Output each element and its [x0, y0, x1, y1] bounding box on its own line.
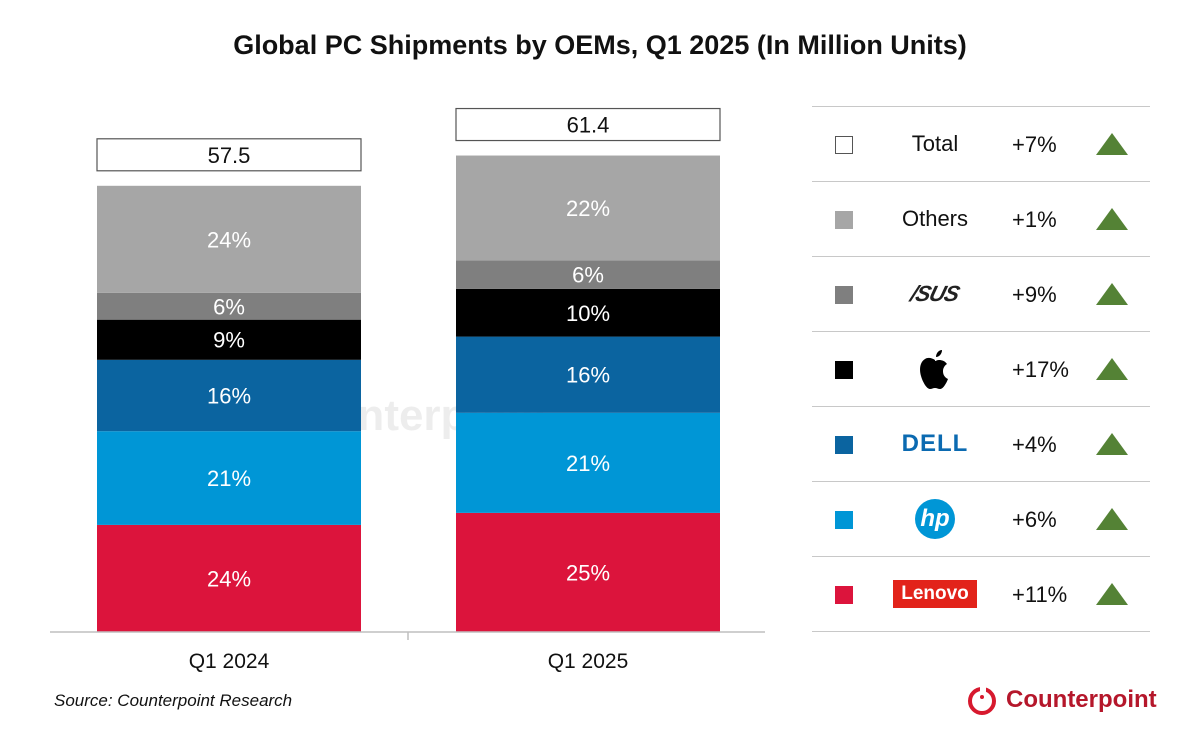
segment-label: 6%: [213, 294, 245, 319]
apple-logo-icon: [875, 332, 995, 406]
legend: Total +7% Others +1% /SUS +9% +17%: [812, 106, 1150, 632]
total-label: 57.5: [208, 143, 251, 168]
up-triangle-icon: [1096, 433, 1128, 455]
segment-label: 21%: [207, 466, 251, 491]
segment-label: 10%: [566, 301, 610, 326]
chart-title: Global PC Shipments by OEMs, Q1 2025 (In…: [233, 30, 967, 60]
total-label: 61.4: [567, 113, 610, 138]
total-box: [96, 138, 362, 172]
bar-segment-dell: [456, 336, 720, 413]
up-triangle-icon: [1096, 508, 1128, 530]
up-triangle-icon: [1096, 583, 1128, 605]
legend-swatch: [835, 286, 853, 304]
legend-row-total: Total +7%: [812, 106, 1150, 181]
bar-segment-asus: [97, 292, 361, 320]
asus-logo: /SUS: [908, 281, 963, 306]
segment-label: 24%: [207, 227, 251, 252]
dell-logo: DELL: [901, 430, 969, 457]
legend-row-others: Others +1%: [812, 181, 1150, 256]
growth-value: +1%: [1012, 207, 1057, 232]
legend-swatch: [835, 436, 853, 454]
legend-row-dell: DELL +4%: [812, 406, 1150, 481]
bar-segment-lenovo: [97, 524, 361, 632]
bar-segment-others: [456, 155, 720, 261]
growth-value: +9%: [1012, 282, 1057, 307]
counterpoint-logo: Counterpoint: [966, 684, 1157, 716]
legend-row-hp: hp +6%: [812, 481, 1150, 556]
legend-row-apple: +17%: [812, 331, 1150, 406]
up-triangle-icon: [1096, 133, 1128, 155]
bar-segment-hp: [97, 431, 361, 525]
bar-segment-lenovo: [456, 512, 720, 632]
bar-segment-dell: [97, 359, 361, 432]
segment-label: 21%: [566, 451, 610, 476]
x-tick-label: Q1 2024: [189, 650, 270, 673]
bar-segment-others: [97, 185, 361, 293]
bar-segment-hp: [456, 412, 720, 513]
legend-row-lenovo: Lenovo +11%: [812, 556, 1150, 632]
legend-label: Others: [901, 206, 969, 231]
growth-value: +17%: [1012, 357, 1069, 382]
legend-label: Total: [911, 131, 959, 156]
growth-value: +7%: [1012, 132, 1057, 157]
legend-swatch: [835, 586, 853, 604]
source-note: Source: Counterpoint Research: [54, 691, 293, 710]
growth-value: +6%: [1012, 507, 1057, 532]
up-triangle-icon: [1096, 358, 1128, 380]
segment-label: 16%: [207, 384, 251, 409]
up-triangle-icon: [1096, 283, 1128, 305]
segment-label: 9%: [213, 328, 245, 353]
hp-logo: hp: [875, 482, 995, 556]
growth-value: +11%: [1012, 582, 1068, 607]
segment-label: 24%: [207, 566, 251, 591]
segment-label: 22%: [566, 196, 610, 221]
segment-label: 16%: [566, 363, 610, 388]
counterpoint-logo-icon: [968, 686, 996, 715]
legend-row-asus: /SUS +9%: [812, 256, 1150, 331]
up-triangle-icon: [1096, 208, 1128, 230]
stacked-bar-chart: Counterpoint 24%21%16%9%6%24%57.525%21%1…: [50, 107, 765, 673]
growth-value: +4%: [1012, 432, 1057, 457]
bar-segment-apple: [456, 288, 720, 337]
legend-swatch: [835, 211, 853, 229]
bar-segment-asus: [456, 260, 720, 289]
legend-swatch: [835, 511, 853, 529]
total-box: [455, 107, 721, 142]
legend-swatch: [835, 361, 853, 379]
x-tick-label: Q1 2025: [548, 650, 629, 673]
lenovo-logo: Lenovo: [875, 557, 995, 631]
segment-label: 6%: [572, 263, 604, 288]
legend-swatch: [835, 136, 853, 154]
bar-segment-apple: [97, 319, 361, 360]
segment-label: 25%: [566, 560, 610, 585]
